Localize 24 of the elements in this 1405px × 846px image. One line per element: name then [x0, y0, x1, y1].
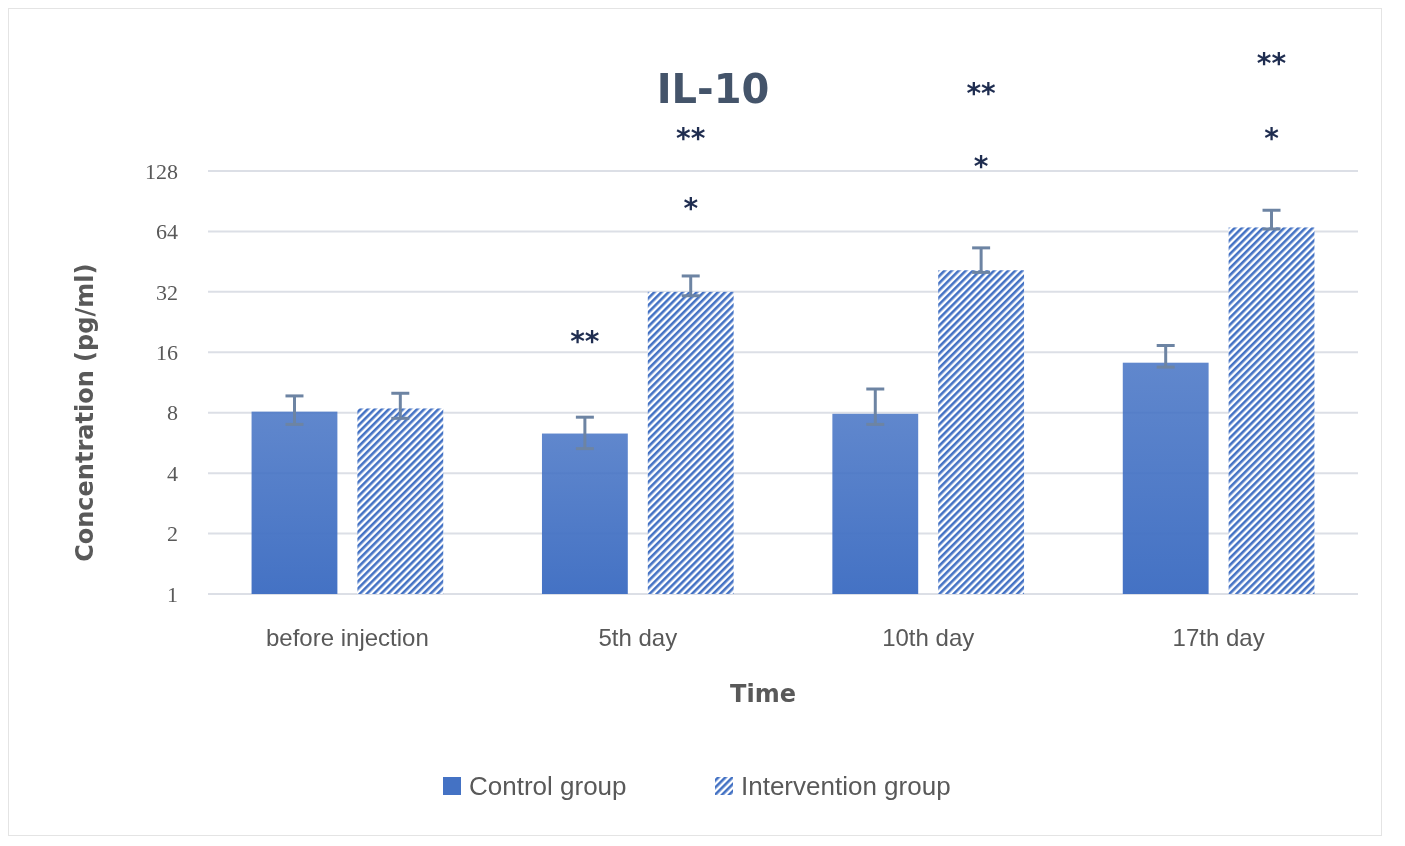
y-tick-label: 32	[156, 279, 178, 305]
y-tick-label: 8	[167, 400, 178, 426]
y-tick-label: 16	[156, 339, 178, 365]
annotation: **	[570, 324, 600, 358]
y-tick-label: 1	[167, 581, 178, 607]
text: **	[676, 121, 706, 155]
text: **	[966, 76, 997, 110]
text: **	[1256, 46, 1287, 80]
x-axis-title: Time	[730, 680, 796, 708]
chart-title: IL-10	[656, 66, 770, 112]
y-tick-label: 64	[156, 219, 178, 245]
x-tick-label: before injection	[266, 624, 429, 651]
text: *	[1264, 121, 1280, 155]
y-tick-label: 128	[145, 158, 178, 184]
x-tick-label: 17th day	[1172, 624, 1265, 651]
x-tick-label: 10th day	[882, 624, 975, 651]
annotation: *	[683, 191, 699, 225]
legend-label: Control group	[469, 771, 627, 802]
y-axis-title: Concentration (pg/ml)	[71, 263, 99, 562]
y-tick-label: 2	[167, 521, 178, 547]
annotation: *	[973, 149, 989, 183]
y-tick-label: 4	[167, 460, 178, 486]
legend-label: Intervention group	[741, 771, 951, 802]
x-tick-label: 5th day	[598, 624, 678, 651]
